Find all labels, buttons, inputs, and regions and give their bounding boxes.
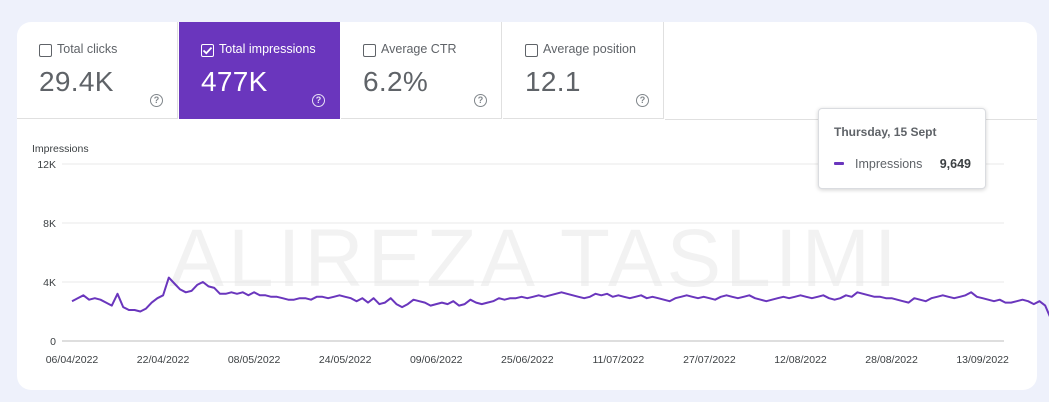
y-tick-label: 4K (43, 277, 56, 289)
x-axis: 06/04/2022 22/04/2022 08/05/2022 24/05/2022… (46, 354, 1009, 366)
help-icon[interactable]: ? (474, 94, 487, 107)
legend-swatch-icon (834, 162, 844, 165)
checkbox-checked-icon[interactable] (201, 44, 214, 57)
metric-label: Average position (543, 42, 636, 56)
metric-total-clicks[interactable]: Total clicks 29.4K ? (17, 22, 178, 119)
checkbox-unchecked-icon[interactable] (525, 44, 538, 57)
x-tick-label: 09/06/2022 (410, 354, 463, 366)
metric-value: 29.4K (39, 66, 114, 97)
x-tick-label: 22/04/2022 (137, 354, 190, 366)
help-icon[interactable]: ? (312, 94, 325, 107)
x-tick-label: 12/08/2022 (774, 354, 827, 366)
x-tick-label: 11/07/2022 (592, 354, 644, 366)
series-impressions (71, 276, 1049, 318)
series-line (71, 276, 1049, 318)
tooltip-series-name: Impressions (855, 157, 923, 171)
checkbox-unchecked-icon[interactable] (39, 44, 52, 57)
checkbox-unchecked-icon[interactable] (363, 44, 376, 57)
help-icon[interactable]: ? (636, 94, 649, 107)
y-axis: 0 4K 8K 12K (37, 159, 56, 348)
x-tick-label: 24/05/2022 (319, 354, 372, 366)
metric-label: Total impressions (219, 42, 316, 56)
y-axis-title: Impressions (32, 143, 89, 155)
metric-value: 12.1 (525, 66, 581, 97)
x-tick-label: 08/05/2022 (228, 354, 281, 366)
chart-tooltip: Thursday, 15 Sept Impressions 9,649 (818, 108, 986, 189)
x-tick-label: 25/06/2022 (501, 354, 554, 366)
x-tick-label: 28/08/2022 (865, 354, 918, 366)
y-tick-label: 12K (37, 159, 56, 171)
watermark: ALIREZA TASLIMI (169, 213, 900, 304)
metric-average-ctr[interactable]: Average CTR 6.2% ? (341, 22, 502, 119)
metric-label: Average CTR (381, 42, 457, 56)
tooltip-date: Thursday, 15 Sept (834, 125, 937, 139)
x-tick-label: 27/07/2022 (683, 354, 736, 366)
help-icon[interactable]: ? (150, 94, 163, 107)
metric-label: Total clicks (57, 42, 118, 56)
metric-total-impressions[interactable]: Total impressions 477K ? (179, 22, 340, 119)
y-tick-label: 0 (50, 336, 56, 348)
x-tick-label: 06/04/2022 (46, 354, 99, 366)
x-tick-label: 13/09/2022 (956, 354, 1009, 366)
tooltip-value: 9,649 (939, 157, 971, 171)
metric-value: 6.2% (363, 66, 429, 97)
metric-average-position[interactable]: Average position 12.1 ? (503, 22, 664, 119)
metric-value: 477K (201, 66, 268, 97)
y-tick-label: 8K (43, 218, 56, 230)
performance-card: Total clicks 29.4K ? Total impressions 4… (17, 22, 1037, 390)
